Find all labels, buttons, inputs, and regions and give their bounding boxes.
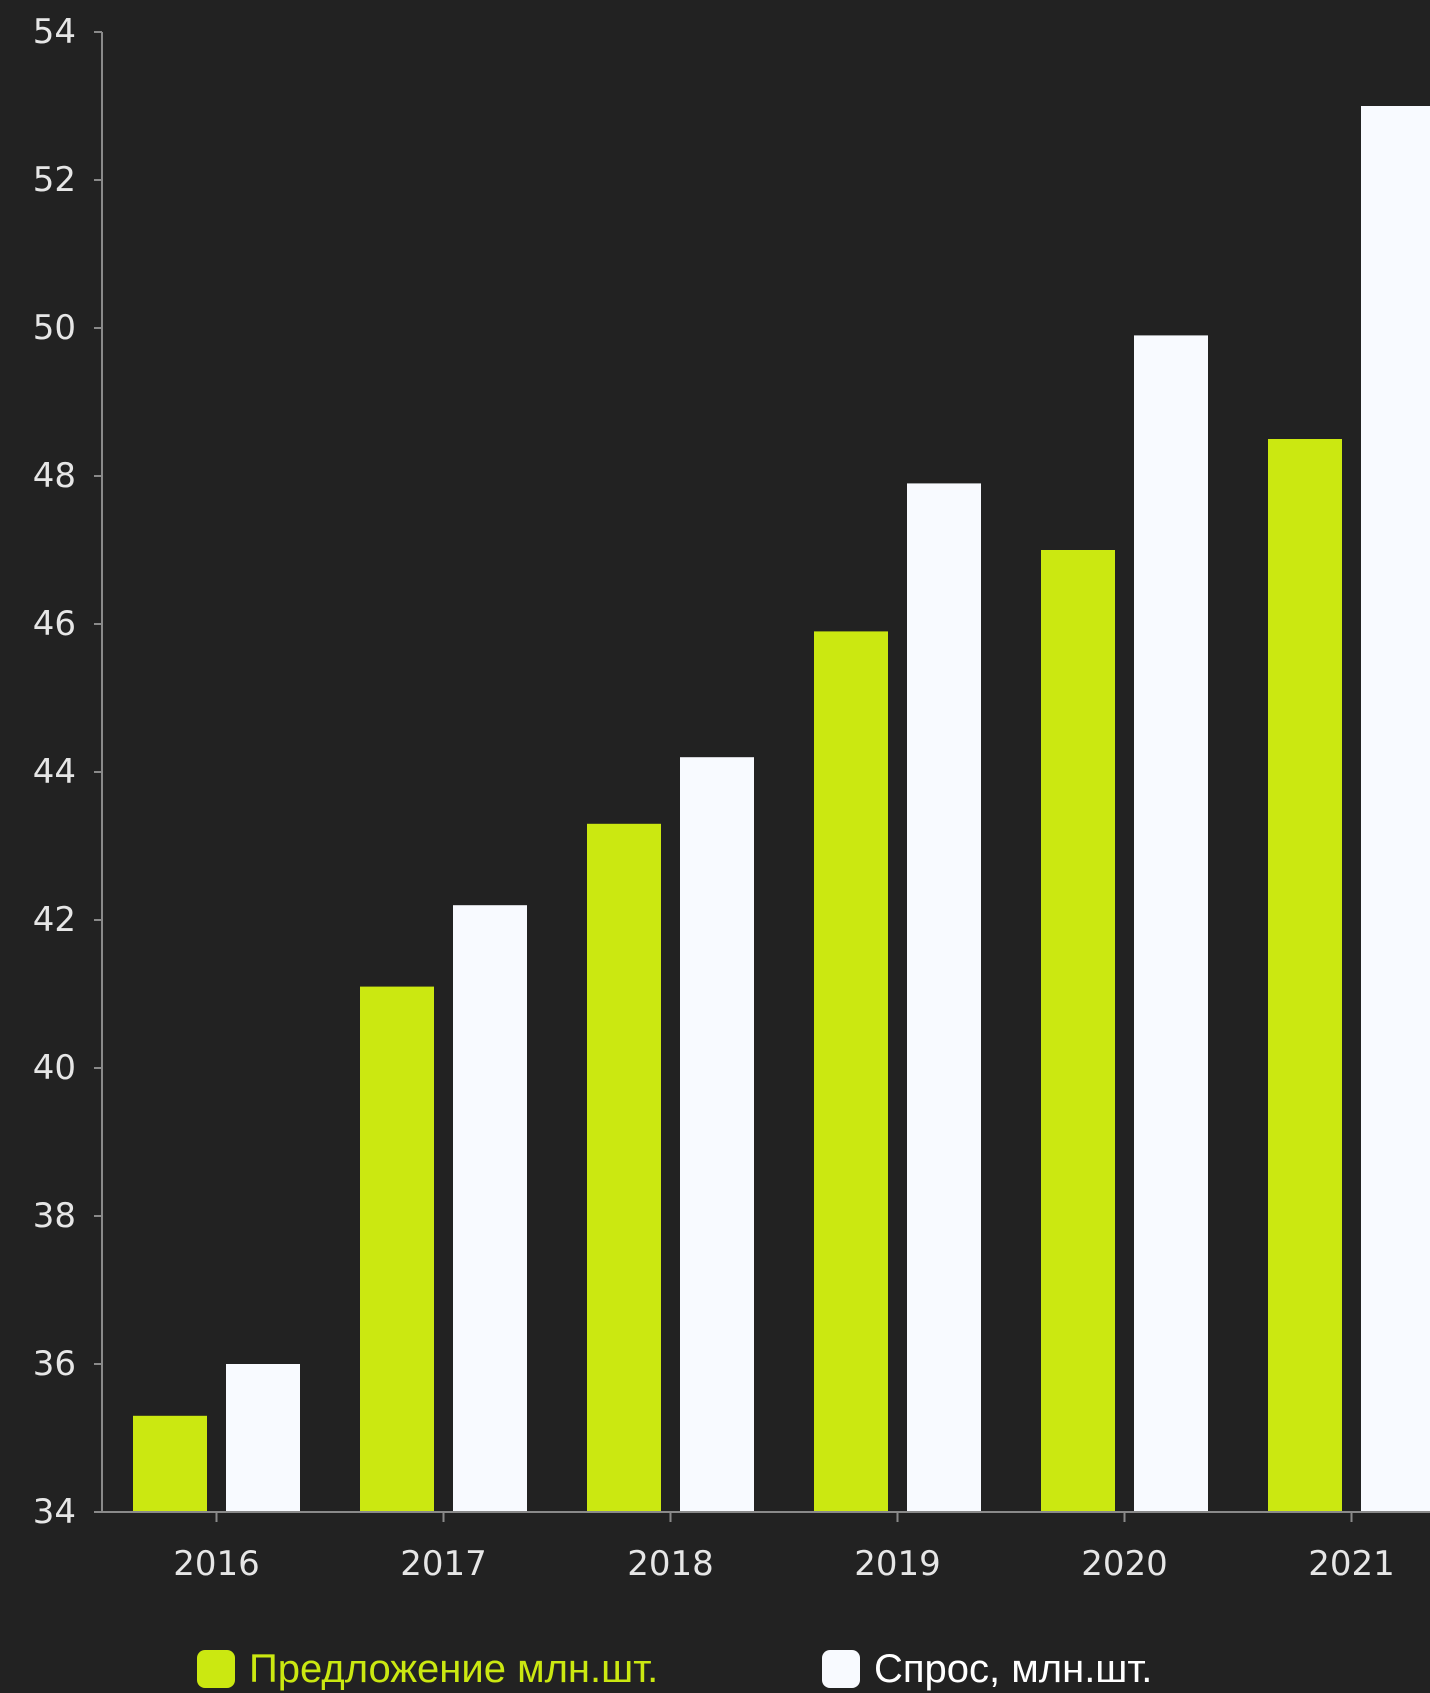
y-tick-label-44: 44: [33, 752, 76, 792]
y-tick-label-38: 38: [33, 1196, 76, 1236]
y-tick-label-34: 34: [33, 1492, 76, 1532]
y-tick-label-48: 48: [33, 456, 76, 496]
legend-swatch-demand: [822, 1650, 860, 1688]
y-axis-ticks: 54 52 50 48 46 44 42 40 38 36 34: [33, 12, 102, 1532]
bar-supply-2021: [1268, 439, 1342, 1512]
bar-supply-2019: [814, 631, 888, 1512]
bar-demand-2019: [907, 483, 981, 1512]
x-tick-label-2016: 2016: [173, 1544, 260, 1584]
x-axis-ticks: 2016 2017 2018 2019 2020 2021: [173, 1512, 1395, 1584]
bar-demand-2018: [680, 757, 754, 1512]
bar-demand-2016: [226, 1364, 300, 1512]
x-tick-label-2021: 2021: [1308, 1544, 1395, 1584]
x-tick-label-2018: 2018: [627, 1544, 714, 1584]
legend-label-demand: Спрос, млн.шт.: [874, 1646, 1153, 1691]
y-tick-label-54: 54: [33, 12, 76, 52]
legend-item-demand: Спрос, млн.шт.: [822, 1645, 1152, 1693]
y-tick-label-42: 42: [33, 900, 76, 940]
bar-supply-2020: [1041, 550, 1115, 1512]
legend-item-supply: Предложение млн.шт.: [197, 1645, 658, 1693]
x-tick-label-2017: 2017: [400, 1544, 487, 1584]
y-tick-label-40: 40: [33, 1048, 76, 1088]
axes-layer: [101, 32, 1430, 1513]
y-tick-label-46: 46: [33, 604, 76, 644]
y-tick-label-36: 36: [33, 1344, 76, 1384]
bar-supply-2018: [587, 823, 661, 1512]
x-tick-label-2020: 2020: [1081, 1544, 1168, 1584]
y-tick-label-50: 50: [33, 308, 76, 348]
bar-demand-2017: [453, 905, 527, 1512]
bar-demand-2020: [1134, 335, 1208, 1512]
bars-layer: [133, 106, 1430, 1512]
x-tick-label-2019: 2019: [854, 1544, 941, 1584]
bar-supply-2017: [360, 986, 434, 1512]
bar-supply-2016: [133, 1415, 207, 1512]
legend-swatch-supply: [197, 1650, 235, 1688]
bar-demand-2021: [1361, 106, 1430, 1512]
legend-label-supply: Предложение млн.шт.: [249, 1646, 659, 1691]
y-tick-label-52: 52: [33, 160, 76, 200]
